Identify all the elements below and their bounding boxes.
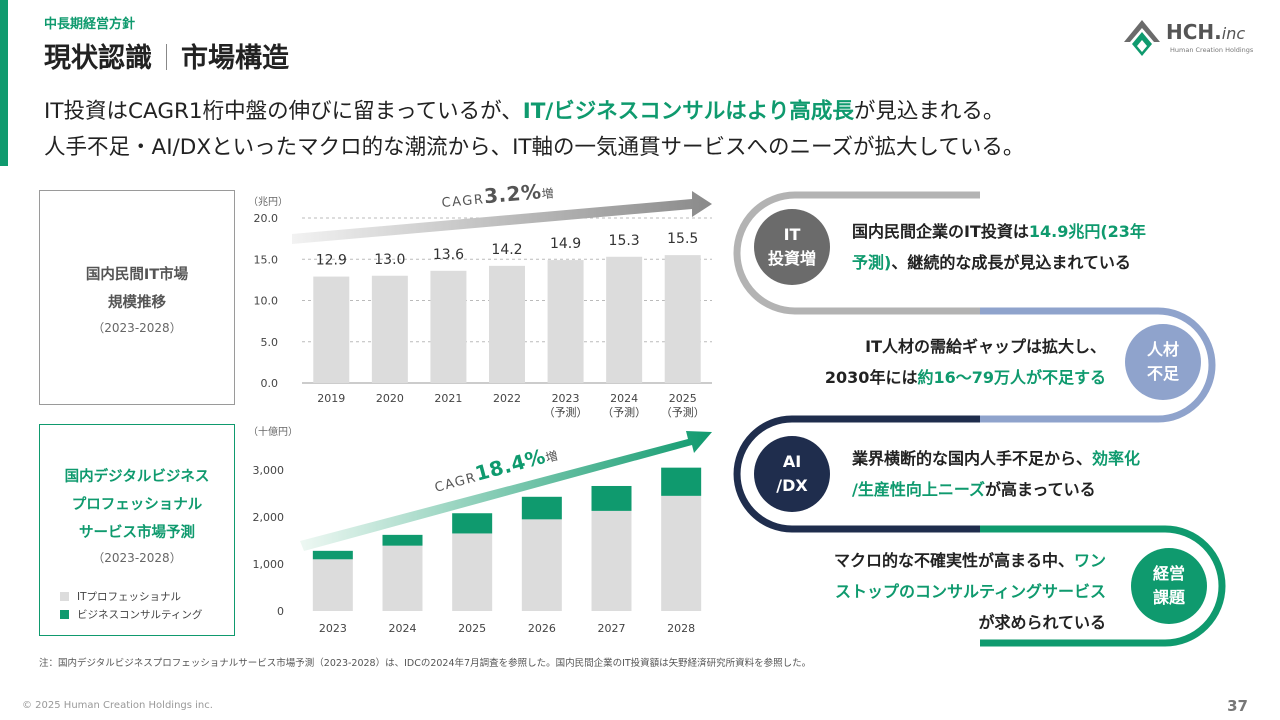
chart1-ytick: 20.0 bbox=[254, 212, 279, 225]
box2-title-2: プロフェッショナル bbox=[71, 497, 203, 513]
logo-mark-icon bbox=[1124, 20, 1160, 56]
box2-period: （2023-2028） bbox=[92, 551, 182, 565]
chart1-xtick: 2022 bbox=[493, 392, 521, 405]
lead-line-2: 人手不足・AI/DXといったマクロ的な潮流から、IT軸の一気通貫サービスへのニー… bbox=[44, 135, 1025, 160]
legend-it-professional: ITプロフェッショナル bbox=[60, 589, 181, 604]
chart1-value-label: 14.9 bbox=[550, 236, 581, 252]
chart2-bar-business-consulting bbox=[521, 496, 562, 520]
chart1-value-label: 12.9 bbox=[316, 253, 347, 269]
point-text-it-investment: 国内民間企業のIT投資は14.9兆円(23年 予測)、継続的な成長が見込まれてい… bbox=[852, 222, 1146, 272]
chart1-xtick: 2025 bbox=[669, 392, 697, 405]
chart1-xtick: 2024 bbox=[610, 392, 638, 405]
chart2-ytick: 1,000 bbox=[253, 558, 285, 571]
chart1-bar bbox=[664, 255, 701, 383]
point-badge-it-investment: IT 投資増 bbox=[754, 209, 830, 285]
chart1-bar bbox=[313, 276, 350, 383]
chart2-bar-business-consulting bbox=[661, 467, 702, 496]
chart1-bar bbox=[371, 275, 408, 383]
chart2-xtick: 2026 bbox=[528, 622, 556, 635]
chart2-bar-it-professional bbox=[661, 495, 702, 611]
logo-subtitle: Human Creation Holdings bbox=[1170, 46, 1254, 54]
chart2-unit-label: （十億円） bbox=[248, 425, 298, 438]
chart2-ytick: 0 bbox=[277, 605, 284, 618]
chart1-ytick: 0.0 bbox=[261, 377, 279, 390]
box2-title-1: 国内デジタルビジネス bbox=[64, 469, 210, 485]
accent-bar bbox=[0, 0, 8, 166]
chart1-value-label: 14.2 bbox=[491, 242, 522, 258]
box2-title-3: サービス市場予測 bbox=[79, 525, 195, 541]
page-title: 現状認識 市場構造 bbox=[44, 36, 289, 75]
chart1-bar bbox=[606, 256, 643, 383]
box1-title-2: 規模推移 bbox=[108, 295, 166, 311]
title-right: 市場構造 bbox=[181, 43, 289, 74]
it-investment-bar-chart: （兆円） 0.0 5.0 10.0 15.0 20.0 CAGR3.2%増 12.9 2019 1… bbox=[248, 179, 712, 419]
chart2-cagr-arrow bbox=[300, 431, 712, 551]
chart1-ytick: 10.0 bbox=[254, 295, 279, 308]
chart1-value-label: 13.0 bbox=[374, 252, 405, 268]
chart2-xtick: 2028 bbox=[667, 622, 695, 635]
box1-period: （2023-2028） bbox=[92, 321, 182, 335]
chart1-value-label: 15.3 bbox=[609, 233, 640, 249]
title-separator bbox=[166, 44, 167, 70]
chart1-ytick: 5.0 bbox=[261, 336, 279, 349]
chart2-ytick: 2,000 bbox=[253, 511, 285, 524]
it-market-label-box: 国内民間IT市場 規模推移 （2023-2028） bbox=[39, 190, 235, 405]
chart1-bar bbox=[547, 260, 584, 383]
dbps-market-label-box: 国内デジタルビジネス プロフェッショナル サービス市場予測 （2023-2028… bbox=[39, 424, 235, 636]
chart1-ytick: 15.0 bbox=[254, 253, 279, 266]
logo-text: HCH.inc bbox=[1166, 20, 1246, 44]
section-eyebrow: 中長期経営方針 bbox=[44, 17, 136, 32]
chart1-cagr-label: CAGR3.2%増 bbox=[440, 178, 556, 212]
chart2-xtick: 2023 bbox=[319, 622, 347, 635]
chart1-xtick: 2023 bbox=[552, 392, 580, 405]
chart2-bar-it-professional bbox=[452, 533, 493, 611]
chart1-unit-label: （兆円） bbox=[248, 196, 288, 208]
point-badge-talent-shortage: 人材 不足 bbox=[1125, 324, 1201, 400]
chart2-bar-it-professional bbox=[521, 519, 562, 611]
chart1-xtick: 2021 bbox=[434, 392, 462, 405]
page-number: 37 bbox=[1227, 697, 1248, 715]
legend-business-consulting: ビジネスコンサルティング bbox=[60, 607, 202, 622]
chart1-xtick-note: （予測） bbox=[661, 405, 705, 419]
chart2-ytick: 3,000 bbox=[253, 464, 285, 477]
chart2-bar-business-consulting bbox=[382, 534, 423, 546]
copyright: © 2025 Human Creation Holdings inc. bbox=[22, 700, 213, 711]
point-text-management-issue: マクロ的な不確実性が高まる中、ワン ストップのコンサルティングサービス が求めら… bbox=[833, 551, 1106, 632]
chart1-xtick: 2019 bbox=[317, 392, 345, 405]
chart2-xtick: 2027 bbox=[598, 622, 626, 635]
chart1-xtick-note: （予測） bbox=[544, 405, 588, 419]
chart2-bar-business-consulting bbox=[452, 513, 493, 534]
point-badge-ai-dx: AI/DX bbox=[754, 436, 830, 512]
chart2-xtick: 2025 bbox=[458, 622, 486, 635]
lead-line-1: IT投資はCAGR1桁中盤の伸びに留まっているが、IT/ビジネスコンサルはより高… bbox=[44, 99, 1005, 124]
chart2-bar-business-consulting bbox=[312, 550, 353, 560]
box1-title-1: 国内民間IT市場 bbox=[85, 267, 189, 283]
chart2-bar-it-professional bbox=[591, 510, 632, 611]
chart1-value-label: 13.6 bbox=[433, 247, 464, 263]
chart1-value-label: 15.5 bbox=[667, 231, 698, 247]
chart1-bar bbox=[489, 265, 525, 383]
chart1-cagr-arrow bbox=[292, 191, 712, 244]
footnote: 注：国内デジタルビジネスプロフェッショナルサービス市場予測（2023-2028）… bbox=[39, 658, 812, 669]
point-text-ai-dx: 業界横断的な国内人手不足から、効率化 /生産性向上ニーズが高まっている bbox=[852, 449, 1141, 499]
point-badge-management-issue: 経営 課題 bbox=[1131, 548, 1207, 624]
title-left: 現状認識 bbox=[44, 43, 152, 74]
chart1-xtick: 2020 bbox=[376, 392, 404, 405]
chart2-bar-it-professional bbox=[312, 559, 353, 611]
chart1-bar bbox=[430, 270, 467, 383]
chart2-xtick: 2024 bbox=[389, 622, 417, 635]
chart2-bar-it-professional bbox=[382, 545, 423, 611]
point-text-talent-shortage: IT人材の需給ギャップは拡大し、 2030年には約16〜79万人が不足する bbox=[824, 337, 1106, 387]
chart1-xtick-note: （予測） bbox=[602, 405, 646, 419]
chart2-bar-business-consulting bbox=[591, 485, 632, 511]
